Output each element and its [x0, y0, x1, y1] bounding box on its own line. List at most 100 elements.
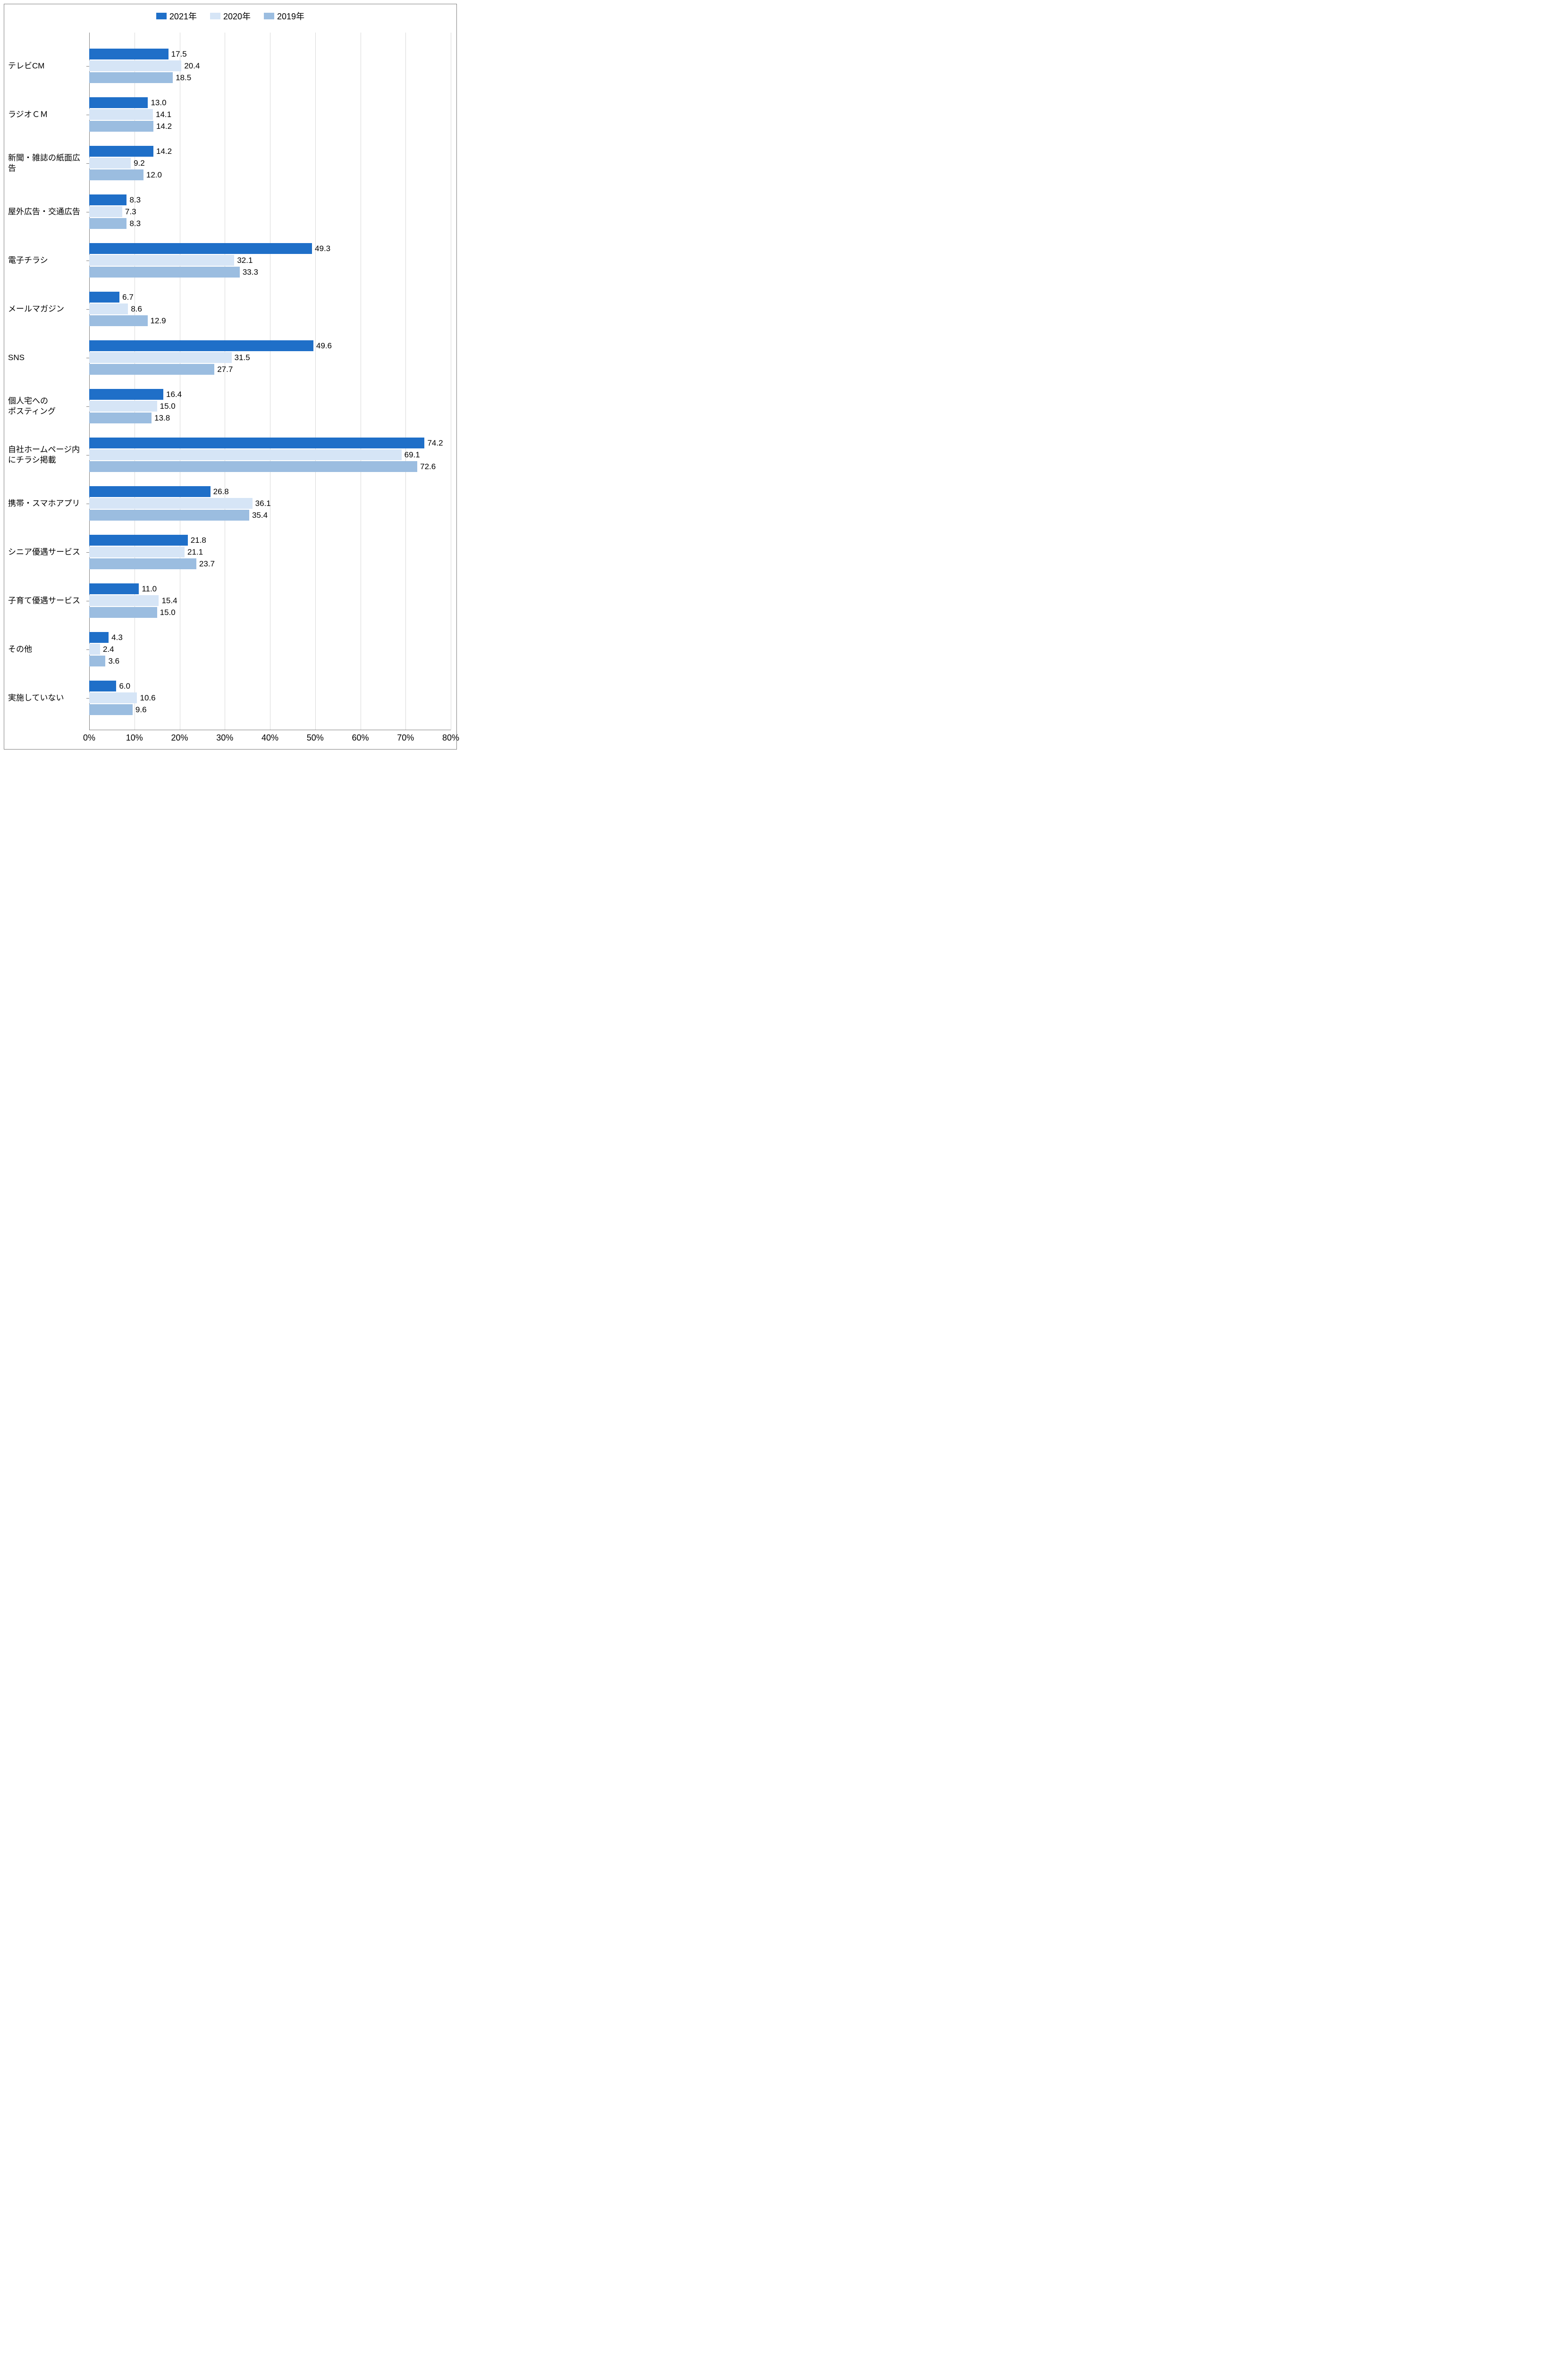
bar: [89, 146, 153, 157]
x-axis-labels: 0%10%20%30%40%50%60%70%80%: [89, 733, 451, 744]
bar-value-label: 12.9: [151, 316, 166, 326]
bars: 17.520.418.513.014.114.214.29.212.08.37.…: [89, 33, 451, 730]
legend-label: 2019年: [277, 10, 304, 22]
bar: [89, 583, 139, 594]
bar: [89, 644, 100, 655]
bar: [89, 255, 234, 266]
bar: [89, 72, 173, 83]
bar-value-label: 15.0: [160, 608, 176, 617]
bar-value-label: 10.6: [140, 693, 155, 703]
category-label: 屋外広告・交通広告: [4, 206, 85, 217]
bar: [89, 60, 181, 71]
bar-value-label: 14.1: [156, 110, 171, 119]
legend-item: 2021年: [156, 10, 197, 22]
bar: [89, 364, 214, 375]
bar-value-label: 12.0: [146, 170, 162, 180]
bar: [89, 352, 232, 363]
bar: [89, 49, 169, 59]
bar: [89, 486, 211, 497]
category-label: 携帯・スマホアプリ: [4, 498, 85, 508]
bar: [89, 303, 128, 314]
bar: [89, 340, 313, 351]
bar-value-label: 2.4: [103, 645, 114, 654]
bar: [89, 704, 133, 715]
category-label: シニア優遇サービス: [4, 547, 85, 557]
x-tick-label: 40%: [261, 733, 278, 743]
x-tick-label: 30%: [216, 733, 233, 743]
bar-value-label: 31.5: [235, 353, 250, 362]
x-tick-label: 70%: [397, 733, 414, 743]
bar-value-label: 11.0: [142, 584, 157, 594]
bar: [89, 218, 126, 229]
bar: [89, 401, 157, 412]
category-label: その他: [4, 644, 85, 654]
bar: [89, 461, 417, 472]
bar: [89, 158, 131, 169]
bar: [89, 632, 109, 643]
bar: [89, 97, 148, 108]
bar-value-label: 14.2: [156, 147, 172, 156]
bar: [89, 206, 122, 217]
bar-value-label: 49.6: [316, 341, 332, 351]
x-tick-label: 20%: [171, 733, 188, 743]
legend-label: 2021年: [169, 10, 197, 22]
bar: [89, 607, 157, 618]
bar-value-label: 8.3: [129, 219, 141, 228]
bar-value-label: 27.7: [217, 365, 233, 374]
bar-value-label: 74.2: [427, 438, 443, 448]
bar-value-label: 17.5: [171, 50, 187, 59]
bar-value-label: 49.3: [315, 244, 330, 253]
bar-value-label: 26.8: [213, 487, 229, 497]
category-label: SNS: [4, 352, 85, 362]
legend-item: 2019年: [264, 10, 304, 22]
bar: [89, 194, 126, 205]
legend-swatch: [264, 13, 274, 19]
bar-value-label: 36.1: [255, 499, 271, 508]
x-tick-label: 50%: [307, 733, 324, 743]
legend-swatch: [156, 13, 167, 19]
bar-value-label: 33.3: [243, 268, 258, 277]
bar-value-label: 8.3: [129, 195, 141, 205]
bar-value-label: 23.7: [199, 559, 215, 569]
bar-value-label: 35.4: [252, 511, 268, 520]
category-label: 自社ホームページ内にチラシ掲載: [4, 444, 85, 465]
category-label: メールマガジン: [4, 303, 85, 314]
bar: [89, 292, 119, 303]
category-label: 個人宅へのポスティング: [4, 396, 85, 416]
bar: [89, 558, 196, 569]
bar-value-label: 3.6: [108, 657, 119, 666]
bar-value-label: 20.4: [184, 61, 200, 71]
bar-value-label: 21.8: [191, 536, 206, 545]
bar: [89, 413, 152, 423]
bar: [89, 109, 153, 120]
bar: [89, 510, 249, 521]
category-label: ラジオＣＭ: [4, 109, 85, 119]
plot-area: テレビCMラジオＣＭ新聞・雑誌の紙面広告屋外広告・交通広告電子チラシメールマガジ…: [4, 33, 456, 730]
bar-value-label: 13.8: [154, 413, 170, 423]
category-label: 子育て優遇サービス: [4, 595, 85, 606]
bar-value-label: 6.7: [122, 293, 134, 302]
bar: [89, 656, 105, 666]
bar: [89, 595, 159, 606]
bar-value-label: 32.1: [237, 256, 253, 265]
bar: [89, 267, 240, 278]
x-tick-label: 0%: [83, 733, 95, 743]
bar: [89, 535, 188, 546]
bar-value-label: 6.0: [119, 682, 130, 691]
chart-container: 2021年2020年2019年 テレビCMラジオＣＭ新聞・雑誌の紙面広告屋外広告…: [4, 4, 457, 750]
bar-value-label: 15.0: [160, 402, 176, 411]
x-tick-label: 10%: [126, 733, 143, 743]
x-tick-label: 80%: [442, 733, 459, 743]
bar: [89, 498, 253, 509]
category-label: 新聞・雑誌の紙面広告: [4, 152, 85, 173]
bar-value-label: 14.2: [156, 122, 172, 131]
x-tick-label: 60%: [352, 733, 369, 743]
bar-value-label: 9.6: [135, 705, 147, 715]
bar: [89, 389, 163, 400]
bar-value-label: 21.1: [187, 548, 203, 557]
bar-value-label: 4.3: [111, 633, 123, 642]
bar: [89, 169, 143, 180]
category-label: テレビCM: [4, 60, 85, 71]
bar-value-label: 9.2: [134, 159, 145, 168]
bar-value-label: 69.1: [405, 450, 420, 460]
